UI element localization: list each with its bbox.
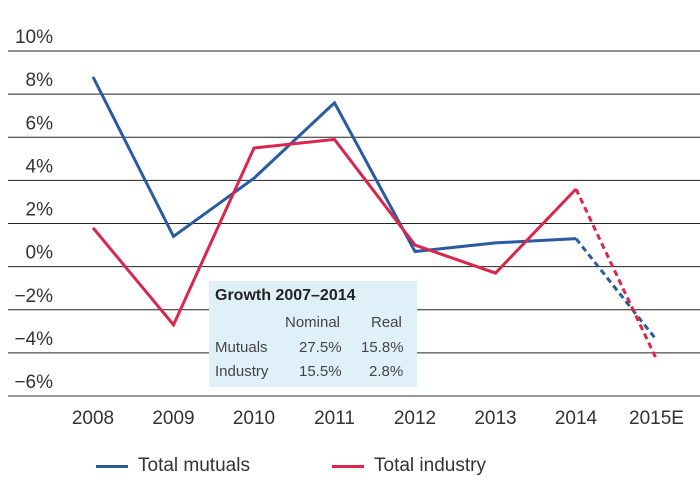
x-tick-label: 2009: [152, 408, 194, 429]
annotation-value: 2.8%: [369, 363, 404, 380]
legend-swatch: [96, 464, 128, 468]
y-tick-label: 4%: [26, 156, 54, 177]
y-tick-label: −6%: [14, 372, 53, 393]
series-estimate-line-mutuals: [574, 237, 658, 341]
y-tick-label: 10%: [15, 27, 53, 48]
y-tick-label: −2%: [14, 286, 53, 307]
x-axis-ticks: 2008 2009 2010 2011 2012 2013 2014 2015E: [72, 408, 684, 429]
x-tick-label: 2015E: [629, 408, 684, 429]
x-tick-label: 2013: [474, 408, 516, 429]
series-lines: [91, 76, 658, 360]
y-tick-label: −4%: [14, 329, 53, 350]
series-line-mutuals: [91, 76, 577, 254]
annotation-value: 15.8%: [361, 339, 404, 356]
legend-label: Total industry: [374, 455, 486, 476]
annotation-value: 15.5%: [299, 363, 342, 380]
x-tick-label: 2014: [555, 408, 598, 429]
y-tick-label: 6%: [26, 113, 54, 134]
x-tick-label: 2010: [233, 408, 275, 429]
annotation-title: Growth 2007–2014: [215, 287, 356, 304]
legend-item-mutuals: Total mutuals: [96, 452, 250, 480]
growth-annotation-box: Growth 2007–2014 Nominal Real Mutuals 27…: [209, 281, 417, 387]
legend-item-industry: Total industry: [332, 452, 486, 480]
annotation-value: 27.5%: [299, 339, 342, 356]
annotation-row-label: Mutuals: [215, 339, 268, 356]
legend-swatch: [332, 464, 364, 468]
annotation-col-real: Real: [371, 314, 402, 331]
y-tick-label: 0%: [26, 243, 54, 264]
legend-label: Total mutuals: [138, 455, 250, 476]
x-tick-label: 2008: [72, 408, 114, 429]
y-tick-label: 2%: [26, 200, 54, 221]
annotation-col-nominal: Nominal: [285, 314, 341, 331]
annotation-row-label: Industry: [215, 363, 269, 380]
y-tick-label: 8%: [26, 70, 54, 91]
x-tick-label: 2011: [314, 408, 355, 429]
x-tick-label: 2012: [394, 408, 436, 429]
y-axis-ticks: 10% 8% 6% 4% 2% 0% −2% −4% −6%: [14, 27, 53, 393]
series-estimate-line-industry: [574, 188, 658, 360]
